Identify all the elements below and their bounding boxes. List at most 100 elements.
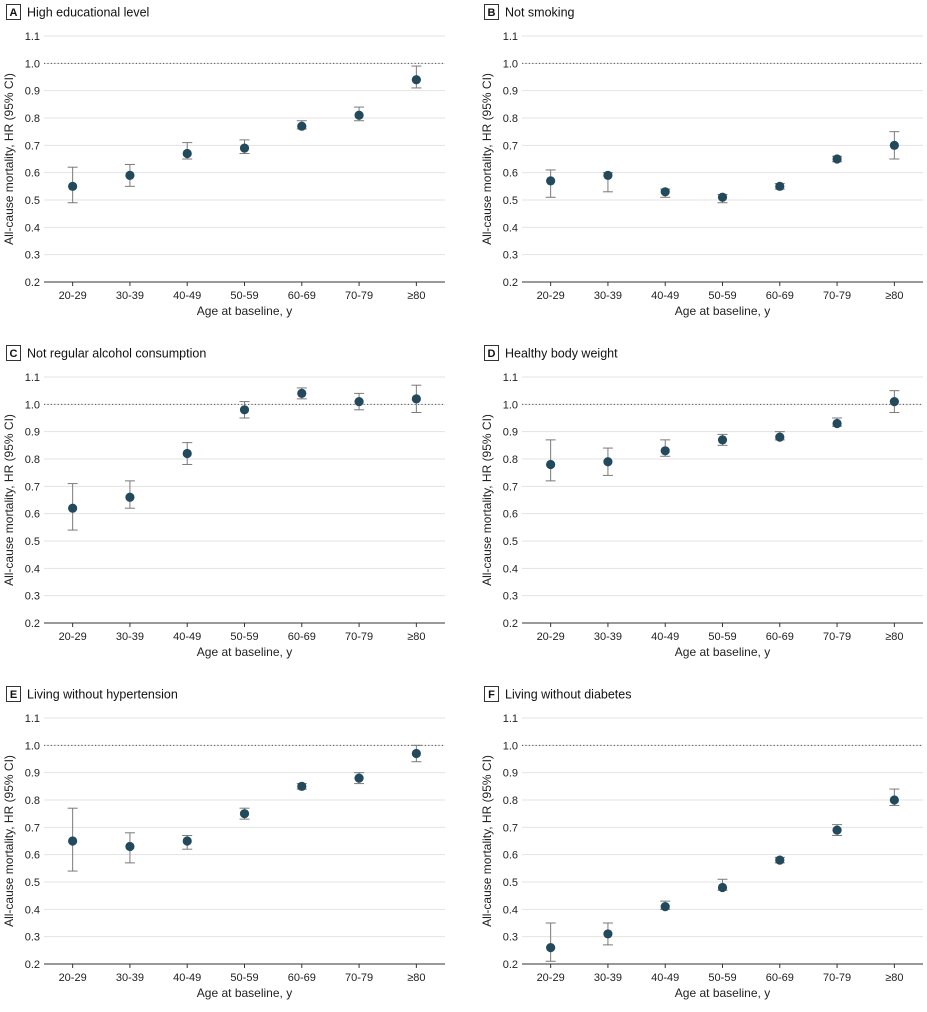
x-tick-label: 50-59 <box>708 972 736 984</box>
y-tick-label: 0.8 <box>25 795 40 807</box>
x-tick-label: 30-39 <box>594 290 622 302</box>
chart-d: D Healthy body weight 0.2 0.3 0.4 0.5 0.6 0.7 0.… <box>480 345 923 659</box>
x-tick-label: ≥80 <box>885 972 903 984</box>
y-tick-label: 1.0 <box>503 58 518 70</box>
y-axis-title: All-cause mortality, HR (95% CI) <box>2 73 16 245</box>
y-axis-title: All-cause mortality, HR (95% CI) <box>2 755 16 927</box>
x-tick-label: 40-49 <box>651 972 679 984</box>
data-point <box>182 148 192 159</box>
y-tick-label: 0.9 <box>25 768 40 780</box>
y-tick-label: 0.2 <box>25 618 40 630</box>
data-point <box>68 836 78 846</box>
data-point <box>889 140 899 150</box>
panel-letter: E <box>10 689 17 701</box>
panel-b: B Not smoking 0.2 0.3 0.4 0.5 0.6 0.7 0.8 0.9 1.0 1… <box>478 0 927 330</box>
y-tick-label: 0.8 <box>503 795 518 807</box>
data-point <box>717 435 728 445</box>
data-point <box>239 405 250 415</box>
x-tick-label: 30-39 <box>116 631 144 643</box>
y-tick-label: 0.4 <box>503 904 518 916</box>
panel-title: Healthy body weight <box>505 347 618 361</box>
y-tick-label: 0.3 <box>503 591 518 603</box>
chart-a: A High educational level 0.2 0.3 0.4 0.5 0.6 0.… <box>2 4 445 318</box>
x-axis-title: Age at baseline, y <box>197 304 292 318</box>
x-tick-label: 50-59 <box>230 631 258 643</box>
x-tick-label: 30-39 <box>116 290 144 302</box>
y-tick-label: 0.8 <box>25 113 40 125</box>
chart-f: F Living without diabetes 0.2 0.3 0.4 0.5 0.6 0… <box>480 686 923 1000</box>
error-bar <box>545 922 556 962</box>
data-point <box>660 187 670 197</box>
y-tick-label: 0.6 <box>503 850 518 862</box>
x-tick-label: 50-59 <box>708 290 736 302</box>
x-axis-title: Age at baseline, y <box>675 986 770 1000</box>
x-tick-label: 50-59 <box>708 631 736 643</box>
chart-e: E Living without hypertension 0.2 0.3 0.4 0.5… <box>2 686 445 1000</box>
data-point <box>775 181 785 191</box>
y-tick-label: 1.0 <box>25 58 40 70</box>
x-tick-label: ≥80 <box>407 972 425 984</box>
y-tick-label: 0.3 <box>503 932 518 944</box>
x-axis-title: Age at baseline, y <box>675 304 770 318</box>
x-tick-label: 40-49 <box>173 972 201 984</box>
y-tick-label: 1.1 <box>25 372 40 384</box>
y-tick-label: 1.0 <box>25 399 40 411</box>
y-tick-label: 0.6 <box>25 509 40 521</box>
panel-letter-box <box>6 4 21 20</box>
panel-title: Not smoking <box>505 6 575 20</box>
data-point <box>832 418 842 429</box>
y-tick-label: 0.7 <box>25 140 40 152</box>
y-tick-label: 1.0 <box>503 740 518 752</box>
x-tick-label: 60-69 <box>288 972 316 984</box>
panel-d: D Healthy body weight 0.2 0.3 0.4 0.5 0.6 0.7 0.… <box>478 341 927 671</box>
panel-c: C Not regular alcohol consumption 0.2 0.3 0.… <box>0 341 460 671</box>
data-point <box>717 192 728 202</box>
y-tick-label: 0.5 <box>25 536 40 548</box>
data-point <box>603 170 613 180</box>
data-point <box>775 855 785 865</box>
y-tick-label: 1.1 <box>503 713 518 725</box>
data-point <box>889 397 899 407</box>
x-tick-label: ≥80 <box>885 631 903 643</box>
x-tick-label: 40-49 <box>651 290 679 302</box>
panel-letter-box <box>484 345 499 361</box>
data-point <box>297 388 307 398</box>
y-axis-title: All-cause mortality, HR (95% CI) <box>480 414 494 586</box>
data-point <box>717 882 728 893</box>
y-axis-title: All-cause mortality, HR (95% CI) <box>480 73 494 245</box>
data-point <box>889 795 899 805</box>
chart-b: B Not smoking 0.2 0.3 0.4 0.5 0.6 0.7 0.8 0.9 1.0 1… <box>480 4 923 318</box>
y-tick-label: 0.8 <box>25 454 40 466</box>
x-tick-label: 20-29 <box>59 972 87 984</box>
data-point <box>603 929 613 939</box>
data-point <box>354 397 364 407</box>
data-point <box>125 841 135 852</box>
y-tick-label: 0.9 <box>25 86 40 98</box>
x-tick-label: 40-49 <box>173 631 201 643</box>
panel-letter: F <box>488 689 495 701</box>
x-tick-label: ≥80 <box>407 290 425 302</box>
y-tick-label: 0.8 <box>503 454 518 466</box>
x-tick-label: 20-29 <box>537 290 565 302</box>
y-tick-label: 0.2 <box>503 618 518 630</box>
data-point <box>239 143 250 153</box>
x-tick-label: 60-69 <box>766 972 794 984</box>
y-tick-label: 0.2 <box>503 959 518 971</box>
data-point <box>411 748 421 759</box>
y-tick-label: 1.0 <box>25 740 40 752</box>
x-tick-label: 70-79 <box>823 631 851 643</box>
data-point <box>297 121 307 131</box>
data-point <box>239 809 250 819</box>
panel-title: Living without hypertension <box>27 688 178 702</box>
x-tick-label: ≥80 <box>407 631 425 643</box>
y-tick-label: 0.3 <box>25 591 40 603</box>
panel-letter: A <box>10 7 18 19</box>
y-tick-label: 0.6 <box>503 509 518 521</box>
data-point <box>603 457 613 467</box>
panel-title: Living without diabetes <box>505 688 631 702</box>
y-tick-label: 0.6 <box>25 850 40 862</box>
x-tick-label: 20-29 <box>537 631 565 643</box>
data-point <box>354 773 364 783</box>
x-tick-label: 60-69 <box>766 290 794 302</box>
y-tick-label: 0.2 <box>503 277 518 289</box>
